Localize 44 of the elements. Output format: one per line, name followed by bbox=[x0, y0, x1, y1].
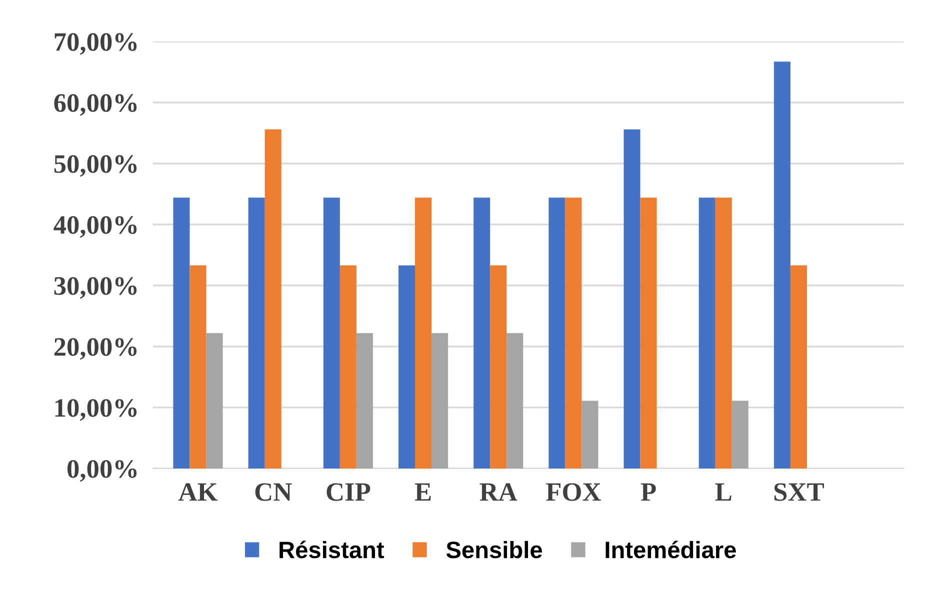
bar bbox=[340, 265, 356, 468]
legend-label: Intemédiare bbox=[606, 540, 736, 558]
x-tick-label: SXT bbox=[774, 483, 824, 501]
y-tick-label: 70,00% bbox=[54, 33, 137, 55]
bar bbox=[415, 198, 432, 468]
bar bbox=[490, 265, 507, 468]
x-tick-label: AK bbox=[178, 483, 218, 501]
bar bbox=[624, 129, 640, 468]
bar bbox=[732, 400, 748, 468]
x-tick-label: CN bbox=[255, 483, 292, 501]
bar bbox=[264, 129, 282, 468]
bar bbox=[398, 265, 416, 468]
bar bbox=[248, 198, 265, 468]
legend-label: Sensible bbox=[446, 540, 542, 558]
y-tick-label: 50,00% bbox=[54, 155, 137, 177]
bar bbox=[715, 198, 732, 468]
bar bbox=[506, 333, 524, 468]
y-tick-label: 20,00% bbox=[54, 338, 137, 360]
bar bbox=[640, 198, 657, 468]
x-tick-label: P bbox=[640, 483, 656, 501]
bar bbox=[432, 333, 448, 468]
y-tick-label: 40,00% bbox=[54, 216, 137, 238]
bar bbox=[173, 198, 190, 468]
bar bbox=[698, 198, 716, 468]
bar bbox=[774, 62, 790, 468]
bar bbox=[206, 333, 223, 468]
bar bbox=[190, 265, 206, 468]
bar bbox=[565, 198, 582, 468]
x-tick-label: FOX bbox=[546, 483, 601, 501]
bar bbox=[356, 333, 373, 468]
y-tick-label: 30,00% bbox=[54, 277, 137, 299]
bar bbox=[790, 265, 807, 468]
legend-label: Résistant bbox=[280, 540, 384, 558]
x-tick-label: L bbox=[715, 483, 732, 501]
bar bbox=[548, 198, 566, 468]
x-tick-label: E bbox=[414, 483, 431, 501]
bar bbox=[474, 198, 490, 468]
bar bbox=[582, 400, 598, 468]
x-tick-label: CIP bbox=[326, 483, 370, 501]
y-tick-label: 60,00% bbox=[54, 94, 137, 116]
bar bbox=[323, 198, 340, 468]
y-tick-label: 0,00% bbox=[68, 460, 137, 482]
y-tick-label: 10,00% bbox=[55, 399, 137, 421]
x-tick-label: RA bbox=[480, 483, 518, 501]
